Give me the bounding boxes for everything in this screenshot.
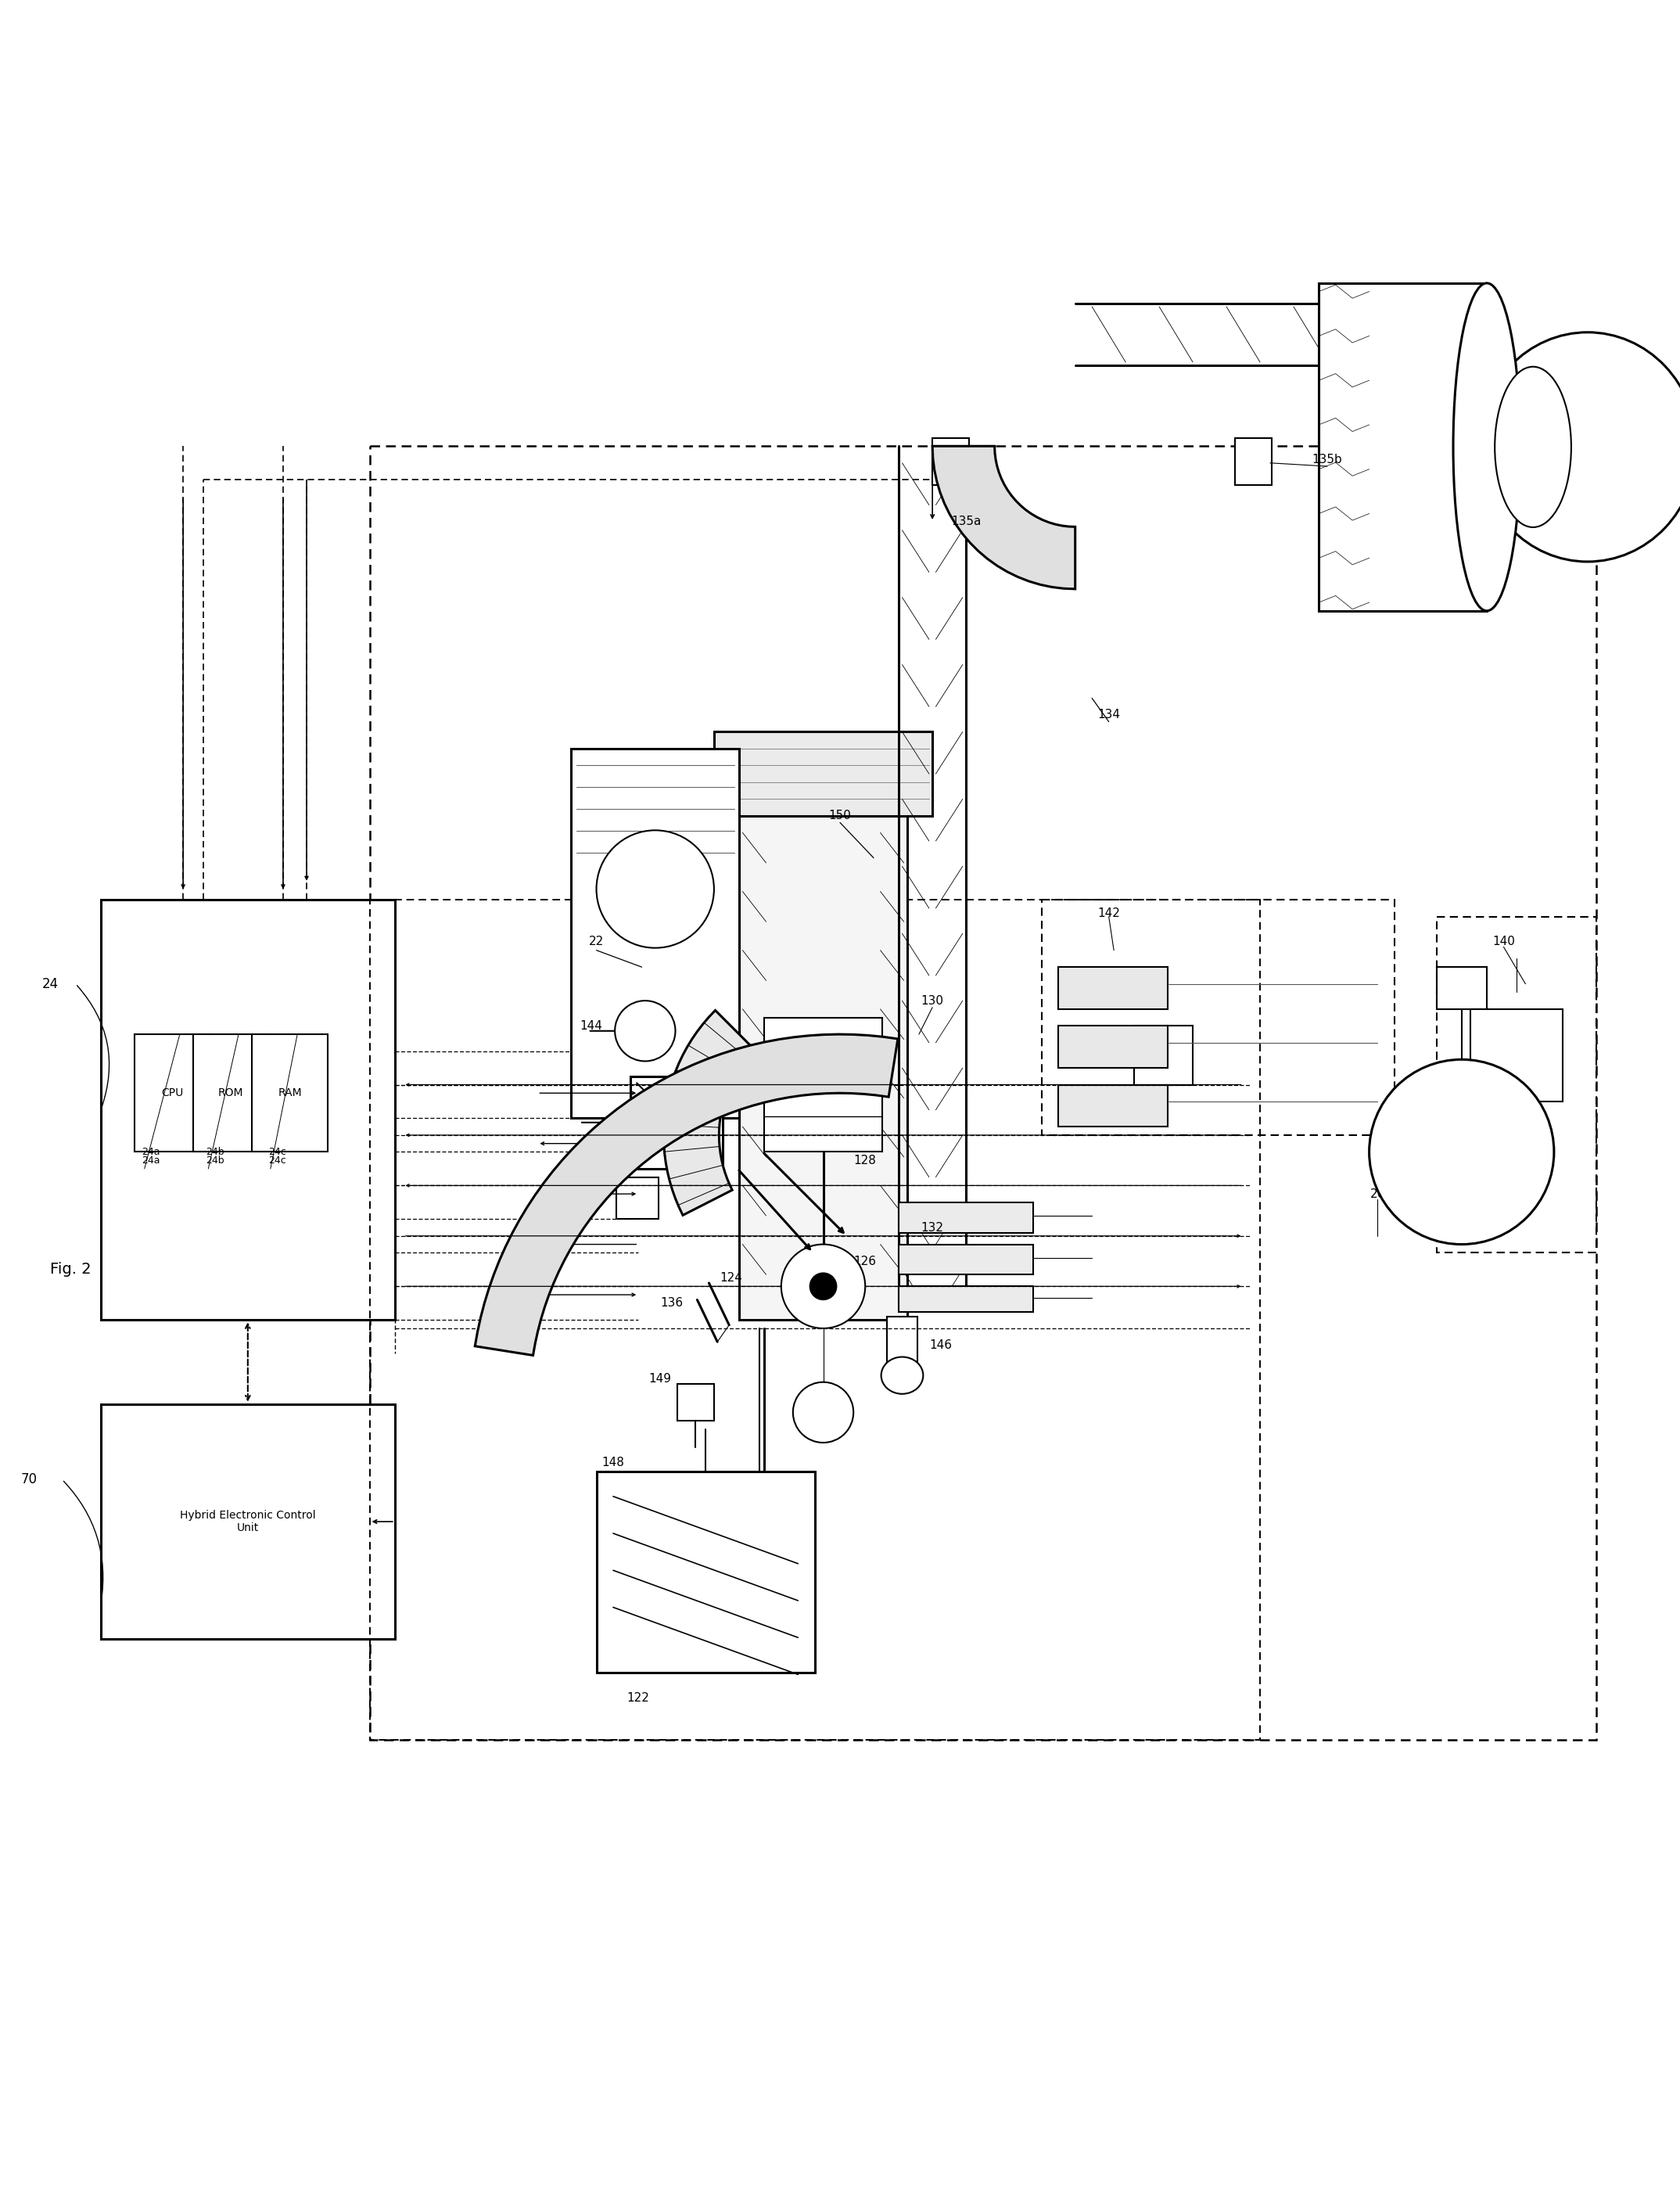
Bar bbox=[677, 1383, 714, 1421]
Bar bbox=[630, 1077, 722, 1170]
Text: 134: 134 bbox=[1097, 709, 1121, 720]
Text: 24a: 24a bbox=[143, 1154, 160, 1165]
Text: Fig. 2: Fig. 2 bbox=[50, 1262, 91, 1278]
Text: 140: 140 bbox=[1492, 936, 1515, 947]
Ellipse shape bbox=[1453, 284, 1520, 610]
Text: 122: 122 bbox=[627, 1692, 650, 1703]
Polygon shape bbox=[664, 1011, 754, 1216]
Text: 150: 150 bbox=[828, 811, 852, 822]
Text: 149: 149 bbox=[648, 1372, 672, 1386]
Circle shape bbox=[810, 1273, 837, 1300]
Text: 148: 148 bbox=[601, 1456, 625, 1469]
Text: 128: 128 bbox=[853, 1154, 877, 1165]
Text: 135b: 135b bbox=[1312, 454, 1342, 465]
Text: 135a: 135a bbox=[951, 516, 981, 529]
Text: 70: 70 bbox=[20, 1472, 37, 1487]
Circle shape bbox=[1369, 1060, 1554, 1245]
Bar bbox=[101, 899, 395, 1320]
Bar bbox=[899, 1245, 1033, 1276]
Bar bbox=[1470, 1009, 1562, 1102]
Text: CPU: CPU bbox=[161, 1088, 183, 1099]
Bar bbox=[899, 1203, 1033, 1231]
Text: 24a: 24a bbox=[143, 1148, 160, 1157]
Bar bbox=[1058, 1084, 1168, 1126]
Text: 22: 22 bbox=[590, 936, 603, 947]
Bar bbox=[370, 899, 1260, 1740]
Text: Hybrid Electronic Control
Unit: Hybrid Electronic Control Unit bbox=[180, 1509, 316, 1533]
Bar bbox=[617, 1176, 659, 1218]
Ellipse shape bbox=[882, 1357, 924, 1394]
Ellipse shape bbox=[1495, 366, 1571, 527]
Circle shape bbox=[596, 831, 714, 947]
Bar bbox=[1134, 1027, 1193, 1084]
Bar bbox=[571, 749, 739, 1119]
Text: 24b: 24b bbox=[207, 1148, 223, 1157]
Text: RAM: RAM bbox=[277, 1088, 302, 1099]
Bar bbox=[370, 447, 1596, 1740]
Bar bbox=[1436, 916, 1596, 1254]
Circle shape bbox=[781, 1245, 865, 1328]
Polygon shape bbox=[932, 447, 1075, 588]
Text: ROM: ROM bbox=[218, 1088, 244, 1099]
Text: 142: 142 bbox=[1097, 908, 1121, 919]
Polygon shape bbox=[475, 1033, 897, 1355]
Text: 24b: 24b bbox=[207, 1154, 223, 1165]
Ellipse shape bbox=[1478, 333, 1680, 562]
Bar bbox=[932, 438, 969, 485]
Bar bbox=[193, 1033, 269, 1152]
Bar bbox=[1436, 967, 1487, 1009]
Text: 26: 26 bbox=[1369, 1187, 1386, 1201]
Bar bbox=[134, 1033, 210, 1152]
Bar bbox=[1058, 1027, 1168, 1068]
Text: 144: 144 bbox=[580, 1020, 603, 1031]
Text: 24c: 24c bbox=[269, 1154, 286, 1165]
Text: 130: 130 bbox=[921, 996, 944, 1007]
Bar bbox=[1235, 438, 1272, 485]
Text: 146: 146 bbox=[929, 1339, 953, 1350]
Bar bbox=[1319, 284, 1487, 610]
Text: 132: 132 bbox=[921, 1223, 944, 1234]
Circle shape bbox=[793, 1381, 853, 1443]
Bar bbox=[596, 1472, 815, 1672]
Bar bbox=[1042, 899, 1394, 1135]
Bar bbox=[899, 1287, 1033, 1311]
Text: 126: 126 bbox=[853, 1256, 877, 1267]
Text: 136: 136 bbox=[660, 1298, 684, 1309]
Bar bbox=[1058, 967, 1168, 1009]
Text: 24c: 24c bbox=[269, 1148, 286, 1157]
Text: 138: 138 bbox=[643, 910, 667, 923]
Bar bbox=[101, 1403, 395, 1639]
Text: 24: 24 bbox=[42, 976, 59, 991]
Bar bbox=[252, 1033, 328, 1152]
Bar bbox=[764, 1018, 882, 1152]
Bar bbox=[739, 815, 907, 1320]
Circle shape bbox=[615, 1000, 675, 1062]
Bar bbox=[714, 731, 932, 815]
Bar bbox=[887, 1317, 917, 1364]
Text: 124: 124 bbox=[719, 1271, 743, 1284]
